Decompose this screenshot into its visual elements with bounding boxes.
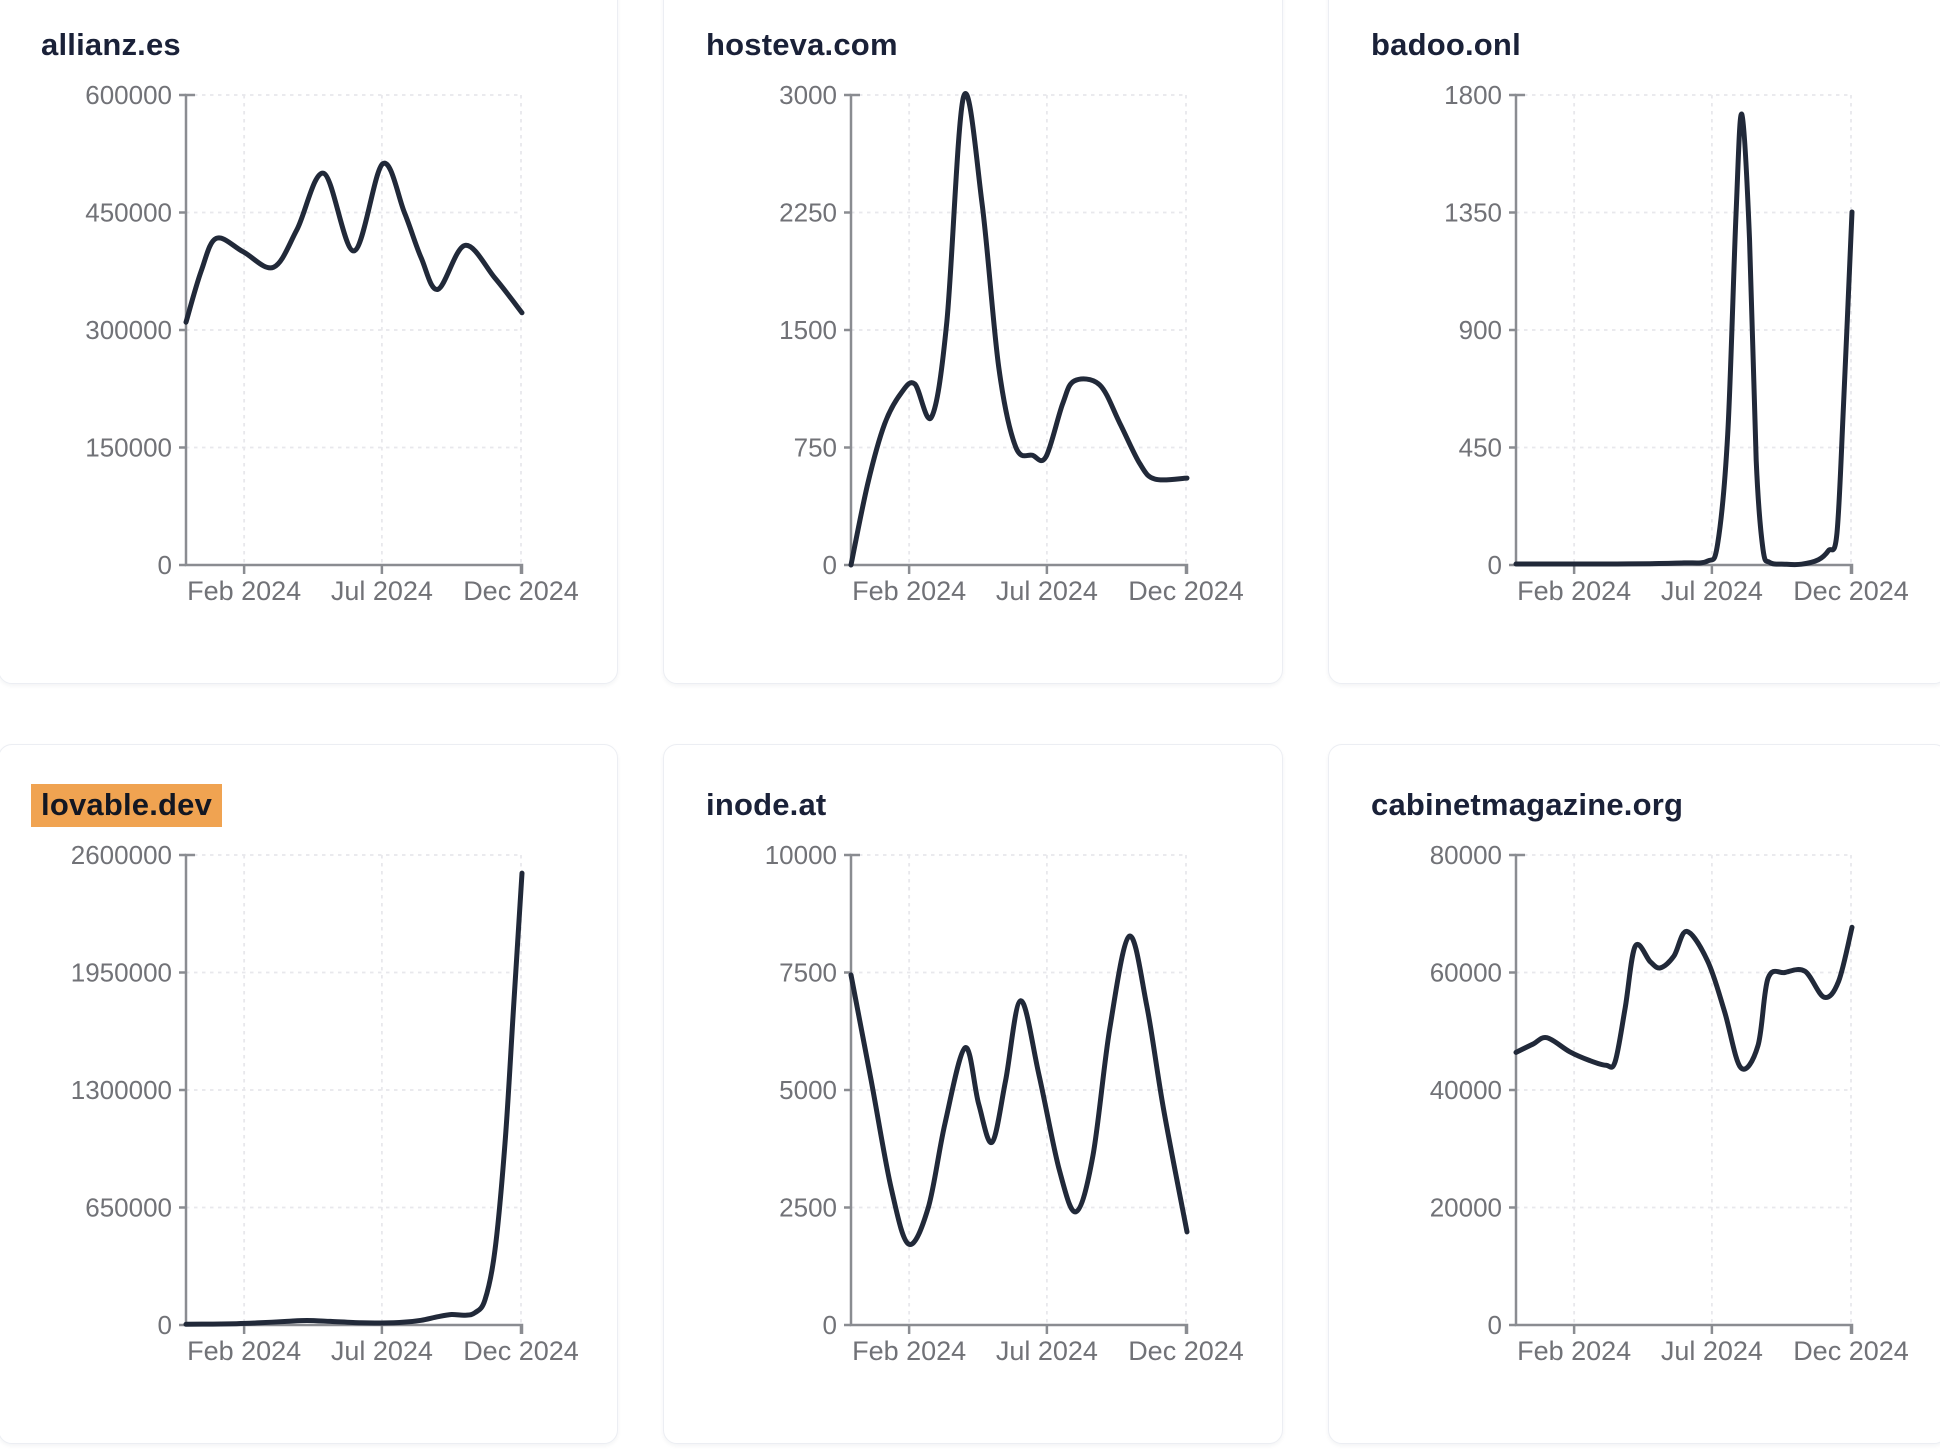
axis-domain-line: [1514, 93, 1854, 574]
y-axis-label: 1350: [1444, 198, 1502, 228]
series-line: [183, 160, 525, 325]
y-axis-label: 10000: [765, 840, 837, 870]
card-title: inode.at: [706, 787, 827, 822]
axis-domain-line: [1514, 853, 1854, 1334]
y-axis-label: 900: [1459, 315, 1502, 345]
y-axis-label: 0: [823, 550, 837, 580]
chart-card-lovable[interactable]: lovable.dev 0 650000 1300000 1950000 2600000…: [0, 744, 618, 1444]
x-axis-label: Feb 2024: [852, 1336, 966, 1366]
y-axis-label: 650000: [85, 1193, 172, 1223]
y-axis-label: 150000: [85, 433, 172, 463]
x-axis-label: Dec 2024: [463, 1336, 579, 1366]
card-title-wrap: allianz.es: [41, 27, 181, 63]
card-title: cabinetmagazine.org: [1371, 787, 1684, 822]
card-title: allianz.es: [41, 27, 181, 62]
line-chart: 0 450 900 1350 1800 Feb 2024 Jul 2024 Dec 2024: [1444, 80, 1909, 606]
series-line: [848, 91, 1190, 568]
axis-domain-line: [184, 93, 524, 574]
y-axis-label: 20000: [1430, 1193, 1502, 1223]
y-axis-label: 600000: [85, 80, 172, 110]
y-axis-label: 1500: [779, 315, 837, 345]
line-chart: 0 20000 40000 60000 80000 Feb 2024 Jul 2024 Dec…: [1430, 840, 1909, 1366]
axis-domain-line: [849, 853, 1189, 1334]
chart-card-hosteva[interactable]: hosteva.com 0 750 1500 2250 3000 Feb 2024 Jul …: [663, 0, 1283, 684]
x-axis-label: Feb 2024: [852, 576, 966, 606]
x-axis-label: Jul 2024: [1661, 576, 1763, 606]
y-axis-label: 80000: [1430, 840, 1502, 870]
line-chart: 0 150000 300000 450000 600000 Feb 2024 Jul 202…: [85, 80, 579, 606]
card-title-wrap: inode.at: [706, 787, 826, 823]
chart-card-allianz[interactable]: allianz.es 0 150000 300000 450000 600000 Feb …: [0, 0, 618, 684]
y-axis-label: 0: [1488, 550, 1502, 580]
y-axis-label: 0: [158, 550, 172, 580]
line-chart: 0 650000 1300000 1950000 2600000 Feb 2024 Jul …: [71, 840, 579, 1366]
x-axis-label: Dec 2024: [1128, 576, 1244, 606]
y-axis-label: 300000: [85, 315, 172, 345]
x-axis-label: Dec 2024: [463, 576, 579, 606]
x-axis-label: Jul 2024: [331, 576, 433, 606]
x-axis-label: Jul 2024: [996, 576, 1098, 606]
axis-domain-line: [849, 93, 1189, 574]
chart-card-inode[interactable]: inode.at 0 2500 5000 7500 10000 Feb 2024 Jul 2…: [663, 744, 1283, 1444]
series-line: [848, 933, 1190, 1247]
y-axis-label: 3000: [779, 80, 837, 110]
x-axis-label: Feb 2024: [1517, 1336, 1631, 1366]
chart-card-cabinetmagazine[interactable]: cabinetmagazine.org 0 20000 40000 60000 8000…: [1328, 744, 1940, 1444]
x-axis-label: Feb 2024: [187, 1336, 301, 1366]
y-axis-label: 40000: [1430, 1075, 1502, 1105]
card-title: lovable.dev: [31, 784, 223, 827]
x-axis-label: Feb 2024: [187, 576, 301, 606]
chart-card-badoo[interactable]: badoo.onl 0 450 900 1350 1800 Feb 2024 Jul 202…: [1328, 0, 1940, 684]
x-axis-label: Jul 2024: [331, 1336, 433, 1366]
series-line: [183, 870, 525, 1327]
y-axis-label: 2500: [779, 1193, 837, 1223]
x-axis-label: Jul 2024: [996, 1336, 1098, 1366]
card-title: hosteva.com: [706, 27, 898, 62]
card-title-wrap: lovable.dev: [31, 784, 223, 827]
y-axis-label: 60000: [1430, 958, 1502, 988]
y-axis-label: 0: [158, 1310, 172, 1340]
y-axis-label: 0: [823, 1310, 837, 1340]
y-axis-label: 750: [794, 433, 837, 463]
y-axis-label: 2600000: [71, 840, 172, 870]
y-axis-label: 5000: [779, 1075, 837, 1105]
card-title-wrap: cabinetmagazine.org: [1371, 787, 1683, 823]
x-axis-label: Dec 2024: [1128, 1336, 1244, 1366]
card-title-wrap: hosteva.com: [706, 27, 898, 63]
y-axis-label: 2250: [779, 198, 837, 228]
x-axis-label: Dec 2024: [1793, 1336, 1909, 1366]
axis-domain-line: [184, 853, 524, 1334]
x-axis-label: Jul 2024: [1661, 1336, 1763, 1366]
x-axis-label: Feb 2024: [1517, 576, 1631, 606]
y-axis-label: 7500: [779, 958, 837, 988]
y-axis-label: 450: [1459, 433, 1502, 463]
line-chart: 0 750 1500 2250 3000 Feb 2024 Jul 2024 Dec 2024: [779, 80, 1244, 606]
y-axis-label: 0: [1488, 1310, 1502, 1340]
y-axis-label: 1300000: [71, 1075, 172, 1105]
y-axis-label: 450000: [85, 198, 172, 228]
card-title: badoo.onl: [1371, 27, 1521, 62]
series-line: [1513, 924, 1855, 1072]
line-chart: 0 2500 5000 7500 10000 Feb 2024 Jul 2024 Dec 20…: [765, 840, 1244, 1366]
series-line: [1513, 111, 1855, 568]
y-axis-label: 1950000: [71, 958, 172, 988]
x-axis-label: Dec 2024: [1793, 576, 1909, 606]
card-title-wrap: badoo.onl: [1371, 27, 1521, 63]
y-axis-label: 1800: [1444, 80, 1502, 110]
